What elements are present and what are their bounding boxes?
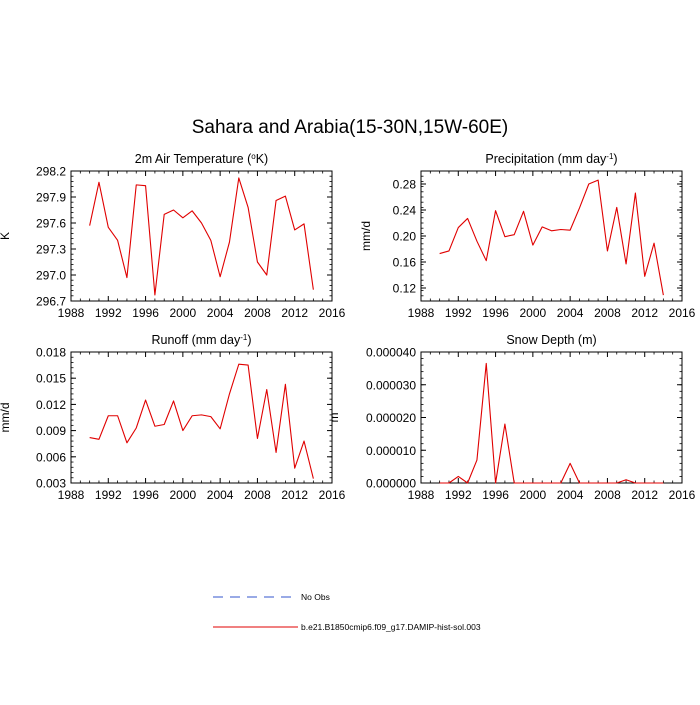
- x-tick-label: 2000: [520, 306, 547, 320]
- y-tick-label: 297.9: [36, 191, 66, 205]
- x-tick-label: 1992: [95, 306, 122, 320]
- panel-title: Precipitation (mm day-1): [485, 152, 617, 167]
- x-tick-label: 1996: [132, 488, 159, 502]
- y-tick-label: 0.003: [36, 477, 66, 491]
- x-tick-label: 2008: [594, 488, 621, 502]
- x-tick-label: 2004: [557, 488, 584, 502]
- panel-title: Runoff (mm day-1): [152, 333, 252, 348]
- x-tick-label: 1996: [482, 306, 509, 320]
- plot-frame: [420, 170, 683, 302]
- plot-frame: [420, 351, 683, 484]
- y-tick-label: 0.28: [393, 178, 417, 192]
- x-tick-label: 1988: [408, 488, 435, 502]
- y-tick-label: 0.015: [36, 372, 66, 386]
- x-tick-label: 2004: [207, 306, 234, 320]
- panel-1: 2m Air Temperature (oK) 1988 1992 1996 2000 2…: [0, 152, 346, 321]
- plot-frame: [70, 351, 333, 484]
- x-tick-label: 1992: [95, 488, 122, 502]
- y-tick-label: 297.6: [36, 217, 66, 231]
- x-tick-label: 1988: [58, 306, 85, 320]
- x-tick-label: 2012: [631, 306, 658, 320]
- y-tick-label: 0.16: [393, 256, 417, 270]
- y-tick-label: 0.20: [393, 230, 417, 244]
- y-tick-label: 297.0: [36, 269, 66, 283]
- legend-label-model: b.e21.B1850cmip6.f09_g17.DAMIP-hist-sol.…: [301, 622, 481, 632]
- y-tick-label: 0.018: [36, 346, 66, 360]
- x-tick-label: 2000: [520, 488, 547, 502]
- plot-frame: [70, 170, 333, 302]
- y-tick-label: 297.3: [36, 243, 66, 257]
- y-tick-label: 0.12: [393, 282, 417, 296]
- x-tick-label: 2000: [170, 488, 197, 502]
- legend-label-no-obs: No Obs: [301, 592, 330, 602]
- x-tick-label: 2012: [281, 306, 308, 320]
- x-tick-label: 2004: [557, 306, 584, 320]
- x-tick-label: 1996: [132, 306, 159, 320]
- panel-4: Snow Depth (m) 1988 1992 1996 2000 2004 2008 20…: [327, 333, 696, 502]
- panel-2: Precipitation (mm day-1) 1988 1992 1996 2000…: [359, 152, 696, 321]
- series-line: [89, 177, 314, 296]
- panel-title: 2m Air Temperature (oK): [135, 152, 268, 167]
- series-line: [89, 363, 314, 479]
- y-tick-label: 296.7: [36, 295, 66, 309]
- x-tick-label: 2016: [319, 306, 346, 320]
- series-line: [439, 179, 664, 296]
- x-tick-label: 1996: [482, 488, 509, 502]
- x-tick-label: 2000: [170, 306, 197, 320]
- x-tick-label: 1992: [445, 306, 472, 320]
- panel-title: Snow Depth (m): [506, 333, 596, 347]
- y-tick-label: 0.012: [36, 398, 66, 412]
- x-tick-label: 2016: [669, 306, 696, 320]
- series-line: [439, 362, 664, 484]
- y-tick-label: 0.000000: [366, 477, 416, 491]
- x-tick-label: 2008: [594, 306, 621, 320]
- y-tick-label: 0.000020: [366, 411, 416, 425]
- x-tick-label: 2008: [244, 488, 271, 502]
- x-tick-label: 2012: [631, 488, 658, 502]
- y-tick-label: 0.000010: [366, 444, 416, 458]
- x-tick-label: 2016: [319, 488, 346, 502]
- y-axis-label: K: [0, 232, 12, 240]
- y-tick-label: 0.24: [393, 204, 417, 218]
- x-tick-label: 1988: [58, 488, 85, 502]
- x-tick-label: 2004: [207, 488, 234, 502]
- y-tick-label: 0.006: [36, 450, 66, 464]
- y-tick-label: 0.009: [36, 424, 66, 438]
- x-tick-label: 2008: [244, 306, 271, 320]
- y-axis-label: m: [327, 413, 341, 423]
- x-tick-label: 2016: [669, 488, 696, 502]
- y-axis-label: mm/d: [359, 221, 373, 251]
- y-tick-label: 0.000040: [366, 346, 416, 360]
- figure-title: Sahara and Arabia(15-30N,15W-60E): [191, 117, 509, 138]
- y-axis-label: mm/d: [0, 403, 12, 433]
- legend: No Obs b.e21.B1850cmip6.f09_g17.DAMIP-his…: [213, 592, 481, 632]
- x-tick-label: 1988: [408, 306, 435, 320]
- y-tick-label: 0.000030: [366, 378, 416, 392]
- x-tick-label: 1992: [445, 488, 472, 502]
- y-tick-label: 298.2: [36, 165, 66, 179]
- x-tick-label: 2012: [281, 488, 308, 502]
- panel-3: Runoff (mm day-1) 1988 1992 1996 2000 2004 200…: [0, 333, 346, 503]
